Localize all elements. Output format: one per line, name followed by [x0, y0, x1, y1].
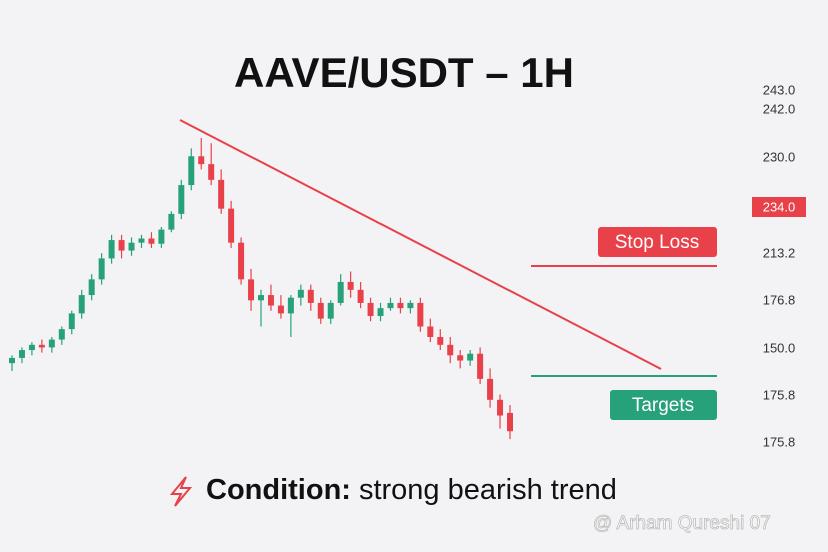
current-price-badge	[752, 197, 806, 217]
candle-body	[347, 281, 354, 290]
targets-badge	[610, 390, 717, 420]
stop-loss-badge	[598, 227, 717, 257]
y-axis-label: 242.0	[763, 101, 796, 116]
candle-body	[138, 238, 145, 243]
candle-body	[277, 305, 284, 314]
candle-body	[188, 156, 195, 186]
y-axis-label: 175.8	[763, 387, 796, 402]
candle-body	[38, 344, 45, 348]
lightning-icon	[169, 476, 193, 507]
candle-body	[397, 302, 404, 309]
candle-body	[507, 412, 513, 432]
candle-body	[317, 302, 324, 319]
candle-body	[108, 240, 115, 259]
candle-body	[218, 179, 225, 209]
stop-loss-label: Stop Loss	[615, 232, 700, 253]
candle-body	[327, 302, 334, 319]
candle-body	[407, 302, 414, 309]
candle-body	[148, 238, 155, 244]
y-axis-label: 176.8	[763, 292, 796, 307]
candle-body	[427, 326, 434, 337]
candle-body	[477, 353, 484, 379]
watermark: @ Arham Qureshi 07	[593, 513, 771, 534]
candle-body	[128, 242, 135, 251]
candle-body	[48, 339, 55, 348]
candle-body	[228, 208, 235, 243]
candle-body	[337, 281, 344, 303]
y-axis-label: 150.0	[763, 340, 796, 355]
candle-body	[158, 229, 165, 244]
y-axis-label: 243.0	[763, 82, 796, 97]
candle-body	[357, 289, 364, 303]
candle-body	[367, 302, 374, 317]
candle-body	[297, 289, 304, 298]
candle-body	[387, 302, 394, 309]
candle-body	[58, 329, 65, 340]
candle-body	[208, 164, 215, 180]
candle-body	[457, 355, 464, 361]
y-axis-label: 175.8	[763, 434, 796, 449]
candle-body	[258, 295, 264, 301]
candle-body	[248, 279, 255, 301]
condition-text: Condition: strong bearish trend	[206, 474, 617, 506]
candle-body	[467, 353, 474, 361]
condition-label: Condition:	[206, 474, 351, 506]
candle-body	[198, 156, 205, 165]
candle-body	[287, 297, 294, 314]
candle-body	[9, 357, 15, 364]
y-axis-label: 230.0	[763, 149, 796, 164]
y-axis-label: 213.2	[763, 245, 796, 260]
candle-body	[437, 336, 444, 345]
candle-body	[168, 213, 175, 230]
trend-line	[179, 119, 662, 370]
candle-body	[68, 313, 75, 330]
candle-body	[377, 308, 384, 317]
candle-body	[98, 258, 105, 280]
chart-title: AAVE/USDT – 1H	[234, 49, 574, 96]
candle-body	[78, 295, 85, 314]
candle-body	[487, 378, 494, 400]
candle-body	[88, 279, 95, 296]
candle-body	[18, 350, 25, 358]
candle-body	[178, 185, 185, 214]
candle-body	[417, 302, 424, 327]
candle-body	[238, 242, 245, 280]
condition-value: strong bearish trend	[359, 474, 617, 506]
candle-body	[447, 344, 454, 356]
candle-body	[497, 399, 504, 416]
candle-body	[307, 289, 314, 303]
candle-body	[267, 295, 274, 306]
candle-body	[118, 240, 125, 251]
current-price-label: 234.0	[763, 199, 796, 214]
targets-label: Targets	[632, 395, 694, 416]
candle-body	[28, 344, 35, 351]
